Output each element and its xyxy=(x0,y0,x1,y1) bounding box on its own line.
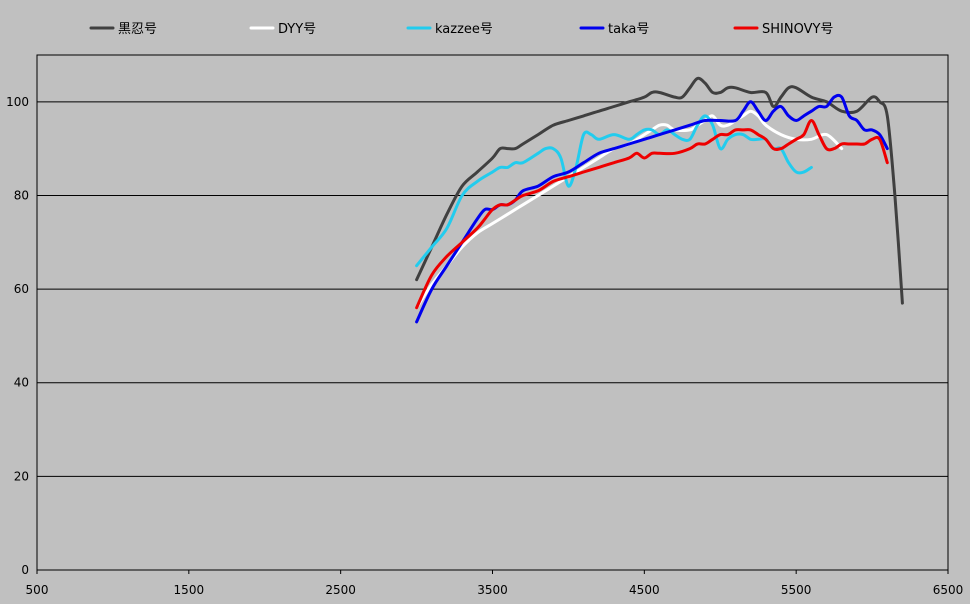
series-line-3 xyxy=(415,114,813,268)
series-line-5 xyxy=(415,119,889,310)
x-tick-label: 6500 xyxy=(933,583,964,597)
legend-label: taka号 xyxy=(608,22,649,37)
y-tick-label: 40 xyxy=(14,376,29,390)
x-tick-label: 1500 xyxy=(174,583,205,597)
series-line-2 xyxy=(415,109,844,310)
grid-lines xyxy=(37,101,948,477)
legend-label: SHINOVY号 xyxy=(762,22,833,37)
x-tick-label: 4500 xyxy=(629,583,660,597)
x-tick-label: 5500 xyxy=(781,583,812,597)
y-tick-label: 60 xyxy=(14,282,29,296)
x-axis-ticks: 500 1500 2500 3500 4500 5500 6500 xyxy=(26,570,964,597)
y-tick-label: 100 xyxy=(6,95,29,109)
legend-label: kazzee号 xyxy=(435,22,493,37)
series-line-1 xyxy=(415,76,904,305)
y-tick-label: 20 xyxy=(14,469,29,483)
x-tick-label: 2500 xyxy=(325,583,356,597)
plot-area xyxy=(36,54,949,571)
legend-label: DYY号 xyxy=(278,22,316,37)
legend: 黒忍号 DYY号 kazzee号 taka号 SHINOVY号 xyxy=(89,22,833,37)
y-tick-label: 0 xyxy=(21,563,29,577)
y-axis-ticks: 0 20 40 60 80 100 xyxy=(6,95,29,577)
legend-label: 黒忍号 xyxy=(118,22,157,37)
x-tick-label: 3500 xyxy=(477,583,508,597)
y-tick-label: 80 xyxy=(14,188,29,202)
x-tick-label: 500 xyxy=(26,583,49,597)
series-layer xyxy=(415,76,904,324)
